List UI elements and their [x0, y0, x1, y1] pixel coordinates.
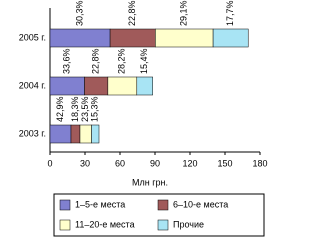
- bar-segment: [136, 76, 153, 96]
- legend-label: 6–10-е места: [173, 199, 228, 209]
- y-tick-label: 2004 г.: [19, 80, 46, 90]
- x-tick-label: 180: [252, 158, 267, 168]
- data-label: 28,2%: [117, 48, 127, 74]
- x-axis-label: Млн грн.: [132, 177, 168, 187]
- data-label: 22,8%: [127, 0, 137, 26]
- legend-label: 11–20-е места: [75, 219, 135, 229]
- bar-segment: [155, 28, 214, 48]
- data-label: 33,6%: [62, 48, 72, 74]
- x-tick-label: 30: [80, 158, 90, 168]
- data-label: 30,3%: [74, 0, 84, 26]
- legend-swatch: [157, 199, 169, 211]
- data-label: 42,9%: [55, 96, 65, 122]
- bar-segment: [109, 28, 156, 48]
- data-label: 15,3%: [90, 96, 100, 122]
- x-tick-label: 0: [47, 158, 52, 168]
- y-tick-label: 2005 г.: [19, 32, 46, 42]
- data-label: 15,4%: [139, 48, 149, 74]
- legend-label: Прочие: [173, 219, 204, 229]
- bar-segment: [49, 76, 85, 96]
- legend-swatch: [157, 219, 169, 231]
- bar-segment: [107, 76, 138, 96]
- bar-segment: [84, 76, 109, 96]
- data-label: 23,5%: [80, 96, 90, 122]
- bar-segment: [212, 28, 249, 48]
- data-label: 17,7%: [225, 0, 235, 26]
- x-tick-label: 60: [115, 158, 125, 168]
- data-label: 29,1%: [179, 0, 189, 26]
- x-tick-label: 90: [150, 158, 160, 168]
- legend-swatch: [59, 199, 71, 211]
- bar-segment: [91, 124, 100, 144]
- bar-segment: [49, 28, 111, 48]
- legend-frame: [53, 193, 265, 237]
- legend-label: 1–5-е места: [75, 199, 125, 209]
- bar-segment: [79, 124, 92, 144]
- chart: Млн грн. 0 30 60 90 120 150 180 2003 г. 42,9% 18,…: [19, 0, 268, 237]
- x-tick-label: 150: [217, 158, 232, 168]
- legend-swatch: [59, 219, 71, 231]
- x-tick-label: 120: [182, 158, 197, 168]
- bar-segment: [70, 124, 81, 144]
- data-label: 18,3%: [70, 96, 80, 122]
- bar-segment: [49, 124, 72, 144]
- data-label: 22,8%: [91, 48, 101, 74]
- y-tick-label: 2003 г.: [19, 128, 46, 138]
